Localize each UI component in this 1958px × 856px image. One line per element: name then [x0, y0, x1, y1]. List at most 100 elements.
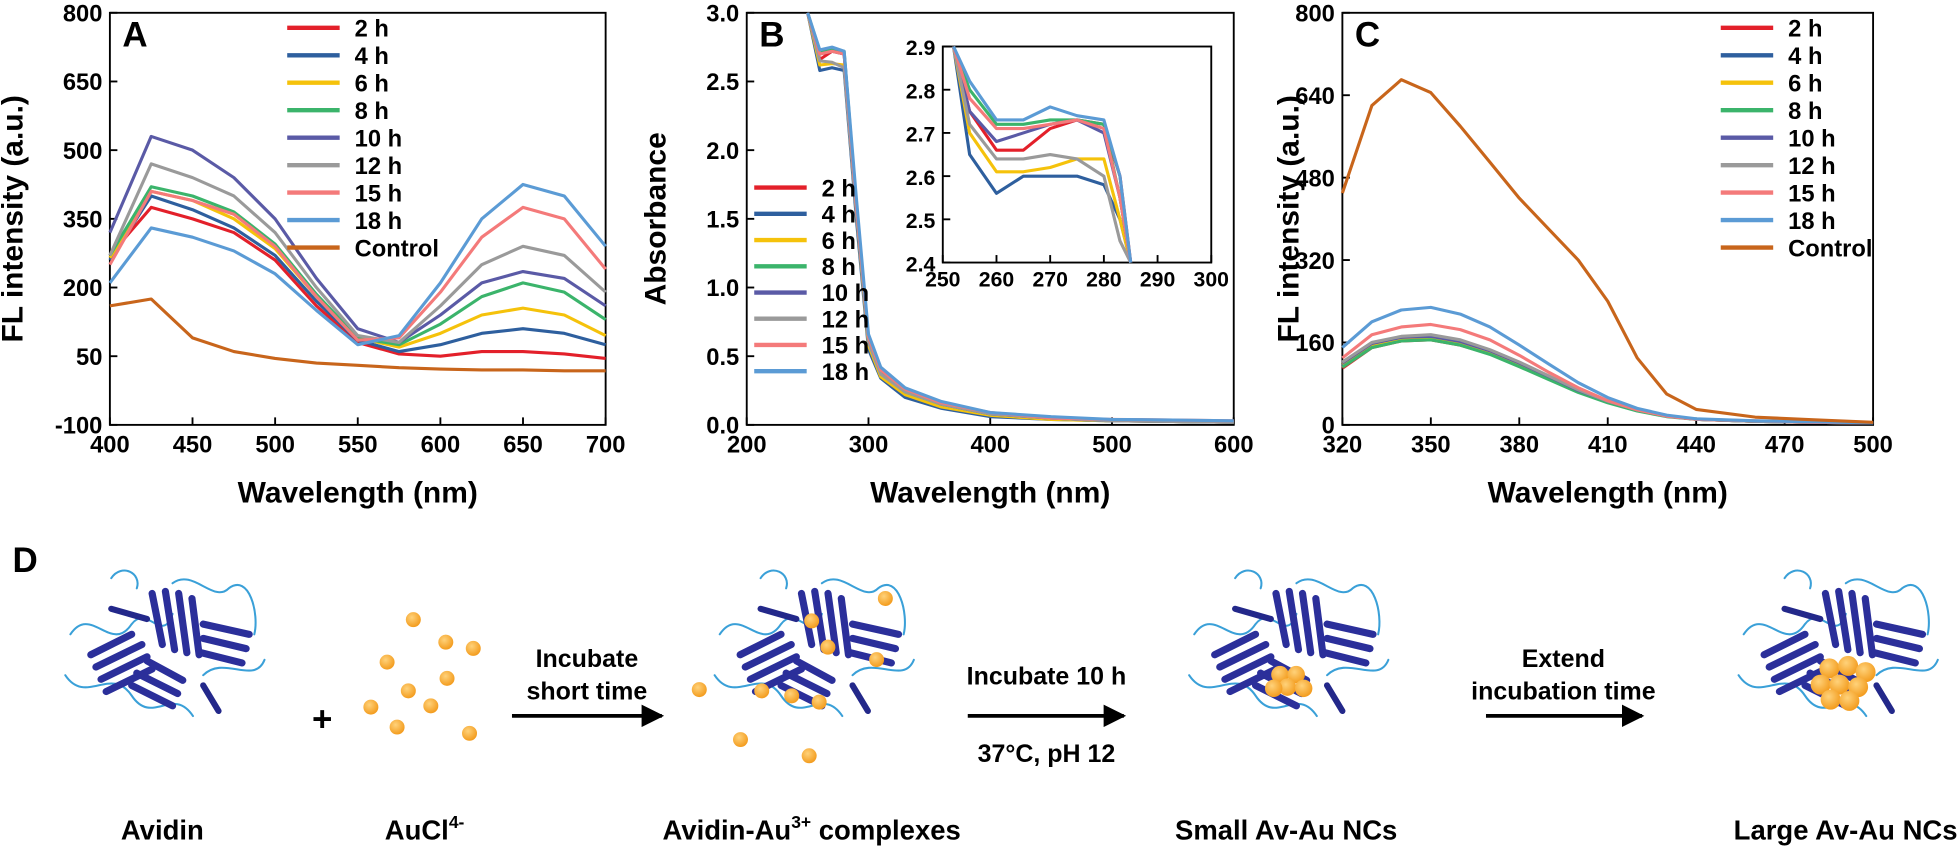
legend-label: 6 h — [822, 229, 856, 255]
x-tick-label: 300 — [849, 432, 889, 458]
legend-label: 2 h — [355, 17, 389, 43]
series-line — [108, 162, 607, 345]
legend-label: 4 h — [1788, 44, 1822, 70]
y-tick-label: 650 — [63, 70, 103, 96]
x-tick-label: 700 — [586, 432, 626, 458]
y-tick-label: 800 — [1295, 2, 1335, 28]
y-tick-label: 2.0 — [706, 139, 739, 165]
step-text: 37°C, pH 12 — [978, 740, 1116, 768]
y-tick-label: 350 — [63, 208, 103, 234]
caption-text: AuCl — [385, 814, 449, 845]
y-tick-label: 1.5 — [706, 208, 739, 234]
y-tick-label: 320 — [1295, 249, 1335, 275]
panel-letter: D — [12, 541, 37, 580]
caption-sup: 3+ — [791, 812, 811, 832]
y-tick-label: 2.5 — [706, 70, 739, 96]
x-tick-label: 500 — [255, 432, 295, 458]
legend-label: 8 h — [1788, 99, 1822, 125]
x-tick-label: 280 — [1086, 268, 1121, 291]
caption: AuCl4- — [385, 812, 465, 845]
x-tick-label: 650 — [503, 432, 543, 458]
step-text: Extend — [1522, 645, 1605, 673]
panel-letter: B — [759, 16, 784, 55]
y-tick-label: 3.0 — [706, 2, 739, 28]
legend-label: 10 h — [1788, 126, 1835, 152]
series-line — [952, 45, 1133, 263]
x-tick-label: 400 — [90, 432, 130, 458]
x-tick-label: 260 — [979, 268, 1014, 291]
legend-label: 10 h — [822, 281, 869, 307]
panel-letter: C — [1355, 16, 1380, 55]
series-line — [951, 46, 1133, 263]
y-tick-label: 160 — [1295, 331, 1335, 357]
legend-label: 12 h — [355, 154, 402, 180]
small-cluster — [1264, 665, 1313, 698]
legend-label: 12 h — [1788, 154, 1835, 180]
y-tick-label: 640 — [1295, 84, 1335, 110]
legend-label: 18 h — [822, 360, 869, 386]
x-axis-label: Wavelength (nm) — [1488, 476, 1728, 509]
x-tick-label: 380 — [1499, 432, 1539, 458]
legend-label: Control — [355, 236, 439, 262]
caption-sup: 4- — [449, 812, 465, 832]
legend-label: 6 h — [1788, 71, 1822, 97]
series-line — [1340, 78, 1874, 424]
x-tick-label: 500 — [1853, 432, 1893, 458]
x-tick-label: 550 — [338, 432, 378, 458]
step-text: incubation time — [1471, 678, 1656, 706]
legend-label: 4 h — [355, 44, 389, 70]
step-text: short time — [527, 678, 648, 706]
x-axis-label: Wavelength (nm) — [870, 476, 1110, 509]
step-text: Incubate — [536, 645, 639, 673]
x-tick-label: 600 — [421, 432, 461, 458]
step-text: Incubate 10 h — [967, 663, 1127, 691]
plus-sign: + — [312, 700, 332, 739]
x-tick-label: 470 — [1765, 432, 1805, 458]
y-tick-label: 480 — [1295, 166, 1335, 192]
y-tick-label: 2.6 — [906, 167, 936, 190]
x-tick-label: 440 — [1676, 432, 1716, 458]
y-tick-label: 50 — [76, 345, 102, 371]
series-line — [1341, 305, 1874, 425]
y-tick-label: 2.5 — [906, 210, 936, 233]
legend-label: Control — [1788, 236, 1872, 262]
y-tick-label: 2.4 — [906, 253, 936, 276]
series-line — [951, 46, 1133, 263]
series-line — [108, 134, 607, 345]
gold-ions — [363, 612, 481, 741]
y-tick-label: 200 — [63, 276, 103, 302]
plot-frame — [941, 45, 1213, 264]
x-tick-label: 320 — [1323, 432, 1363, 458]
large-cluster — [1810, 655, 1876, 711]
x-tick-label: 600 — [1214, 432, 1254, 458]
x-tick-label: 500 — [1092, 432, 1132, 458]
caption: Avidin — [121, 814, 204, 845]
y-tick-label: 1.0 — [706, 276, 739, 302]
legend-label: 2 h — [822, 176, 856, 202]
legend-label: 8 h — [822, 255, 856, 281]
y-tick-label: 2.8 — [906, 80, 936, 103]
x-tick-label: 290 — [1140, 268, 1175, 291]
legend-label: 10 h — [355, 126, 402, 152]
legend-label: 18 h — [1788, 209, 1835, 235]
y-tick-label: 2.9 — [906, 37, 936, 60]
x-tick-label: 410 — [1588, 432, 1628, 458]
legend-label: 15 h — [355, 181, 402, 207]
legend-label: 2 h — [1788, 17, 1822, 43]
legend-label: 6 h — [355, 71, 389, 97]
caption: Avidin-Au3+ complexes — [663, 812, 961, 845]
legend-label: 8 h — [355, 99, 389, 125]
gold-ions-bound — [691, 590, 893, 764]
y-tick-label: 2.7 — [906, 124, 935, 147]
caption: Small Av-Au NCs — [1175, 814, 1397, 845]
x-tick-label: 300 — [1194, 268, 1229, 291]
panel-letter: A — [122, 16, 147, 55]
x-tick-label: 450 — [173, 432, 213, 458]
series-line — [108, 185, 607, 347]
x-tick-label: 350 — [1411, 432, 1451, 458]
legend-label: 4 h — [822, 203, 856, 229]
y-tick-label: 0 — [1322, 414, 1335, 440]
series-line — [108, 189, 607, 342]
x-tick-label: 270 — [1032, 268, 1067, 291]
